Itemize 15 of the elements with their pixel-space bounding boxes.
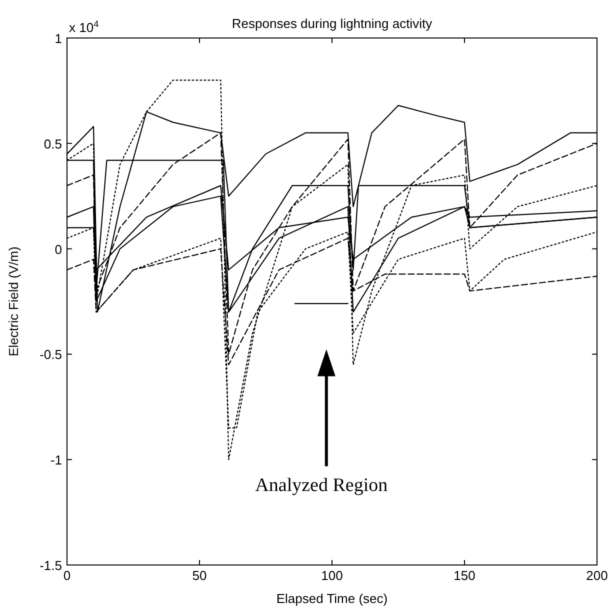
chart-title: Responses during lightning activity: [232, 16, 433, 31]
x-tick-label: 200: [586, 568, 608, 583]
annotation: Analyzed Region: [255, 475, 388, 496]
x-axis-title: Elapsed Time (sec): [276, 591, 388, 606]
y-tick-label: 0.5: [44, 136, 62, 152]
y-tick-label: -1.5: [40, 558, 62, 573]
y-tick-label: -1: [50, 452, 62, 468]
y-tick-label: 1: [54, 31, 62, 46]
y-tick-label: 0: [54, 242, 62, 257]
y-axis-title: Electric Field (V/m): [6, 246, 21, 356]
x-tick-label: 100: [321, 568, 343, 583]
y-tick-label: -0.5: [40, 347, 62, 362]
text: x 10$^{4}$: [69, 19, 99, 35]
x-tick-label: 50: [192, 568, 207, 583]
x-tick-label: 150: [454, 568, 476, 583]
